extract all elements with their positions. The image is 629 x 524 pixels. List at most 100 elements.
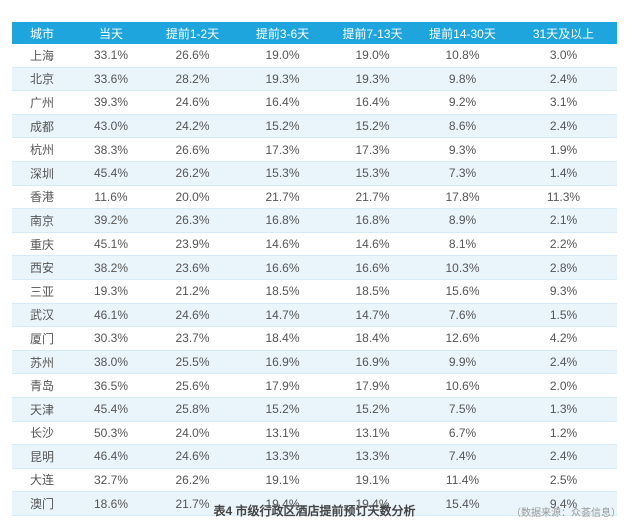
value-cell: 24.6% [150, 303, 235, 328]
table-row: 杭州 38.3% 26.6% 17.3% 17.3% 9.3% 1.9% [12, 137, 617, 162]
value-cell: 24.2% [150, 114, 235, 139]
value-cell: 19.3% [330, 67, 415, 92]
value-cell: 9.3% [415, 137, 510, 162]
table-row: 香港 11.6% 20.0% 21.7% 21.7% 17.8% 11.3% [12, 185, 617, 210]
value-cell: 16.8% [330, 208, 415, 233]
value-cell: 14.6% [235, 232, 330, 257]
value-cell: 14.7% [330, 303, 415, 328]
value-cell: 15.2% [330, 114, 415, 139]
value-cell: 16.8% [235, 208, 330, 233]
value-cell: 21.2% [150, 279, 235, 304]
value-cell: 1.3% [510, 397, 617, 422]
value-cell: 9.3% [510, 279, 617, 304]
city-cell: 杭州 [12, 137, 72, 162]
value-cell: 2.4% [510, 67, 617, 92]
city-cell: 重庆 [12, 232, 72, 257]
value-cell: 17.3% [330, 137, 415, 162]
value-cell: 30.3% [72, 326, 150, 351]
value-cell: 8.9% [415, 208, 510, 233]
city-cell: 苏州 [12, 350, 72, 375]
table-row: 澳门 18.6% 21.7% 19.4% 19.4% 15.4% 9.4% [12, 491, 617, 516]
table-row: 厦门 30.3% 23.7% 18.4% 18.4% 12.6% 4.2% [12, 326, 617, 351]
value-cell: 12.6% [415, 326, 510, 351]
value-cell: 38.2% [72, 255, 150, 280]
value-cell: 3.0% [510, 44, 617, 68]
value-cell: 2.8% [510, 255, 617, 280]
value-cell: 45.1% [72, 232, 150, 257]
value-cell: 24.6% [150, 90, 235, 115]
value-cell: 7.3% [415, 161, 510, 186]
value-cell: 9.2% [415, 90, 510, 115]
city-cell: 青岛 [12, 373, 72, 398]
city-cell: 上海 [12, 44, 72, 68]
value-cell: 2.4% [510, 444, 617, 469]
city-cell: 天津 [12, 397, 72, 422]
value-cell: 1.4% [510, 161, 617, 186]
value-cell: 1.5% [510, 303, 617, 328]
value-cell: 16.4% [330, 90, 415, 115]
value-cell: 25.5% [150, 350, 235, 375]
value-cell: 50.3% [72, 421, 150, 446]
value-cell: 26.6% [150, 44, 235, 68]
value-cell: 26.3% [150, 208, 235, 233]
value-cell: 25.6% [150, 373, 235, 398]
value-cell: 7.4% [415, 444, 510, 469]
value-cell: 25.8% [150, 397, 235, 422]
value-cell: 18.4% [235, 326, 330, 351]
value-cell: 2.0% [510, 373, 617, 398]
value-cell: 8.1% [415, 232, 510, 257]
city-cell: 南京 [12, 208, 72, 233]
value-cell: 14.6% [330, 232, 415, 257]
value-cell: 28.2% [150, 67, 235, 92]
value-cell: 20.0% [150, 185, 235, 210]
value-cell: 17.9% [330, 373, 415, 398]
value-cell: 45.4% [72, 161, 150, 186]
value-cell: 15.2% [235, 397, 330, 422]
value-cell: 16.6% [235, 255, 330, 280]
value-cell: 15.3% [330, 161, 415, 186]
table-row: 广州 39.3% 24.6% 16.4% 16.4% 9.2% 3.1% [12, 90, 617, 115]
value-cell: 2.4% [510, 114, 617, 139]
city-cell: 成都 [12, 114, 72, 139]
table-row: 武汉 46.1% 24.6% 14.7% 14.7% 7.6% 1.5% [12, 303, 617, 328]
table-row: 成都 43.0% 24.2% 15.2% 15.2% 8.6% 2.4% [12, 114, 617, 139]
header-cell: 提前7-13天 [330, 22, 415, 44]
value-cell: 15.6% [415, 279, 510, 304]
value-cell: 26.2% [150, 161, 235, 186]
table-row: 苏州 38.0% 25.5% 16.9% 16.9% 9.9% 2.4% [12, 350, 617, 375]
table-row: 西安 38.2% 23.6% 16.6% 16.6% 10.3% 2.8% [12, 255, 617, 280]
value-cell: 19.4% [330, 491, 415, 516]
source-note: （数据来源：众荟信息） [511, 508, 621, 519]
value-cell: 13.3% [330, 444, 415, 469]
value-cell: 16.4% [235, 90, 330, 115]
value-cell: 23.9% [150, 232, 235, 257]
value-cell: 38.3% [72, 137, 150, 162]
value-cell: 19.3% [235, 67, 330, 92]
table-row: 青岛 36.5% 25.6% 17.9% 17.9% 10.6% 2.0% [12, 373, 617, 398]
city-cell: 深圳 [12, 161, 72, 186]
value-cell: 21.7% [235, 185, 330, 210]
value-cell: 33.1% [72, 44, 150, 68]
value-cell: 14.7% [235, 303, 330, 328]
value-cell: 17.8% [415, 185, 510, 210]
value-cell: 23.7% [150, 326, 235, 351]
table-row: 天津 45.4% 25.8% 15.2% 15.2% 7.5% 1.3% [12, 397, 617, 422]
value-cell: 18.4% [330, 326, 415, 351]
city-cell: 香港 [12, 185, 72, 210]
value-cell: 38.0% [72, 350, 150, 375]
value-cell: 10.6% [415, 373, 510, 398]
data-table: 城市 当天 提前1-2天 提前3-6天 提前7-13天 提前14-30天 31天及以上 上海… [12, 22, 617, 516]
value-cell: 46.4% [72, 444, 150, 469]
table-row: 昆明 46.4% 24.6% 13.3% 13.3% 7.4% 2.4% [12, 444, 617, 469]
city-cell: 北京 [12, 67, 72, 92]
city-cell: 三亚 [12, 279, 72, 304]
value-cell: 24.0% [150, 421, 235, 446]
value-cell: 46.1% [72, 303, 150, 328]
value-cell: 16.9% [235, 350, 330, 375]
value-cell: 19.0% [330, 44, 415, 68]
value-cell: 17.3% [235, 137, 330, 162]
value-cell: 33.6% [72, 67, 150, 92]
value-cell: 21.7% [150, 491, 235, 516]
value-cell: 18.5% [235, 279, 330, 304]
